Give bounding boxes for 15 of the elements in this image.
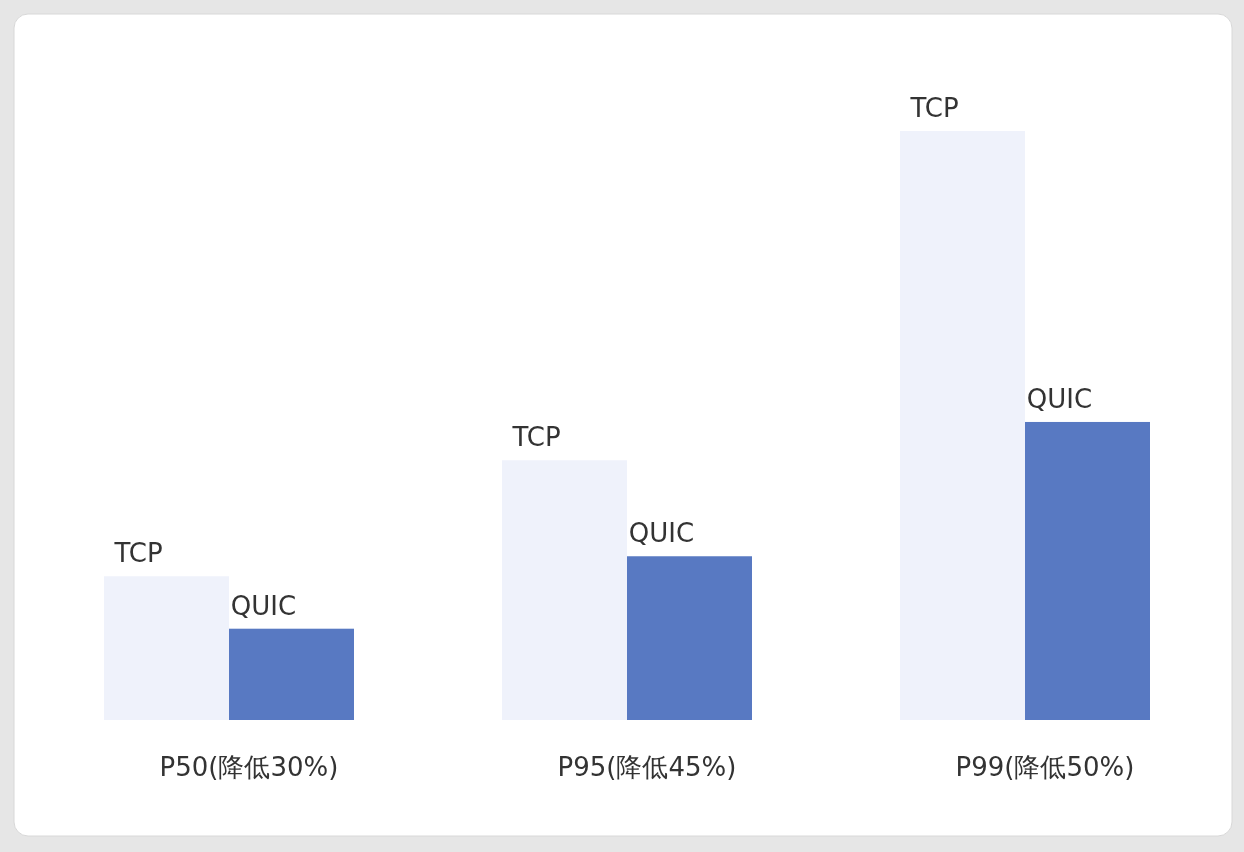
x-tick-label: P95(降低45%) bbox=[557, 752, 737, 782]
x-tick-label: P50(降低30%) bbox=[159, 752, 339, 782]
text: QUIC bbox=[1026, 383, 1093, 414]
text: TCP bbox=[512, 422, 561, 453]
text: TCP bbox=[910, 93, 959, 123]
bar bbox=[1025, 421, 1150, 720]
bar bbox=[900, 131, 1025, 720]
bar bbox=[104, 576, 229, 720]
text: QUIC bbox=[628, 518, 695, 549]
bar bbox=[627, 556, 752, 720]
series-label: QUIC bbox=[230, 590, 297, 621]
bar bbox=[229, 628, 354, 720]
series-label: TCP bbox=[113, 538, 163, 569]
x-tick-label: P99(降低50%) bbox=[955, 752, 1135, 782]
bar bbox=[502, 460, 627, 720]
